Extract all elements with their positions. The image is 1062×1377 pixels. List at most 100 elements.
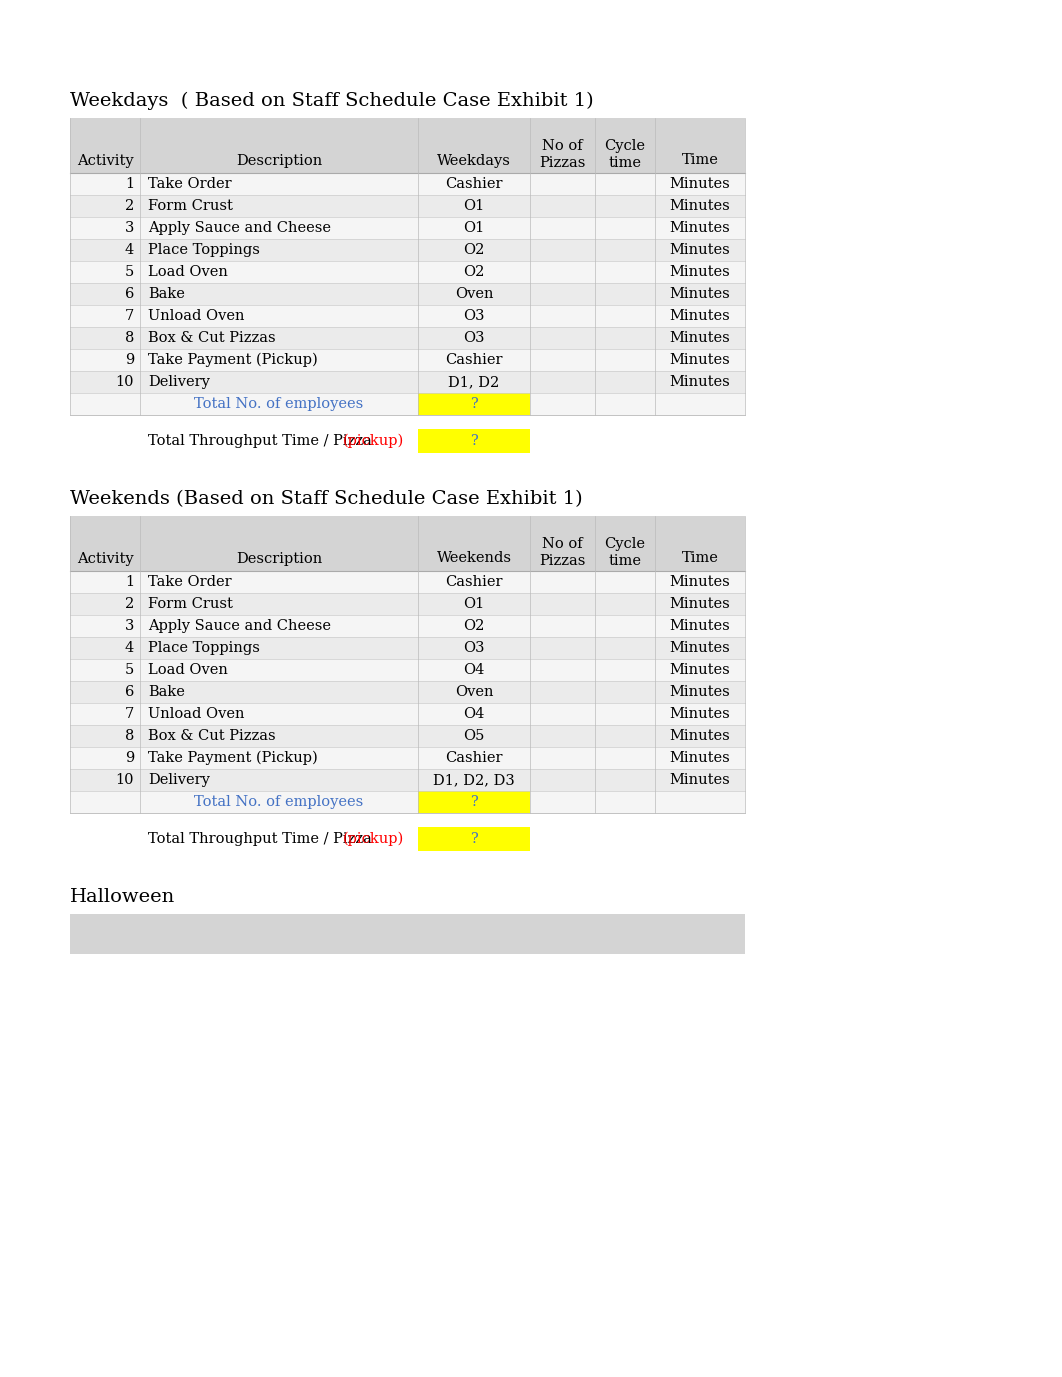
Text: O4: O4	[463, 662, 484, 677]
Text: Total No. of employees: Total No. of employees	[194, 397, 363, 410]
Text: Cashier: Cashier	[445, 750, 502, 766]
Text: Minutes: Minutes	[670, 620, 731, 633]
FancyBboxPatch shape	[70, 118, 746, 414]
Text: Time: Time	[682, 153, 718, 168]
Text: Weekdays  ( Based on Staff Schedule Case Exhibit 1): Weekdays ( Based on Staff Schedule Case …	[70, 92, 594, 110]
Text: Cycle
time: Cycle time	[604, 537, 646, 567]
Text: Minutes: Minutes	[670, 308, 731, 324]
Text: Box & Cut Pizzas: Box & Cut Pizzas	[148, 330, 276, 346]
Text: 10: 10	[116, 772, 134, 788]
FancyBboxPatch shape	[70, 593, 746, 616]
FancyBboxPatch shape	[70, 638, 746, 660]
Text: ?: ?	[470, 434, 478, 448]
Text: Form Crust: Form Crust	[148, 598, 233, 611]
Text: Minutes: Minutes	[670, 178, 731, 191]
Text: Weekends: Weekends	[436, 552, 512, 566]
Text: Minutes: Minutes	[670, 353, 731, 368]
Text: O3: O3	[463, 642, 484, 655]
FancyBboxPatch shape	[70, 790, 746, 812]
Text: 4: 4	[124, 242, 134, 257]
Text: Minutes: Minutes	[670, 576, 731, 589]
Text: Description: Description	[236, 552, 322, 566]
Text: Load Oven: Load Oven	[148, 662, 228, 677]
FancyBboxPatch shape	[418, 392, 530, 414]
Text: Minutes: Minutes	[670, 220, 731, 235]
Text: Box & Cut Pizzas: Box & Cut Pizzas	[148, 728, 276, 744]
Text: Bake: Bake	[148, 286, 185, 302]
Text: Minutes: Minutes	[670, 642, 731, 655]
Text: Minutes: Minutes	[670, 242, 731, 257]
Text: Minutes: Minutes	[670, 200, 731, 213]
Text: 6: 6	[124, 684, 134, 700]
Text: Oven: Oven	[455, 684, 493, 700]
Text: Minutes: Minutes	[670, 264, 731, 280]
Text: Minutes: Minutes	[670, 750, 731, 766]
Text: Minutes: Minutes	[670, 684, 731, 700]
FancyBboxPatch shape	[418, 828, 530, 851]
Text: 8: 8	[124, 330, 134, 346]
Text: Minutes: Minutes	[670, 728, 731, 744]
Text: Minutes: Minutes	[670, 598, 731, 611]
Text: Minutes: Minutes	[670, 772, 731, 788]
Text: Bake: Bake	[148, 684, 185, 700]
Text: 7: 7	[124, 706, 134, 722]
Text: Minutes: Minutes	[670, 375, 731, 388]
Text: Load Oven: Load Oven	[148, 264, 228, 280]
Text: Cashier: Cashier	[445, 178, 502, 191]
Text: 8: 8	[124, 728, 134, 744]
Text: Oven: Oven	[455, 286, 493, 302]
Text: Take Order: Take Order	[148, 576, 232, 589]
Text: Time: Time	[682, 552, 718, 566]
FancyBboxPatch shape	[70, 516, 746, 812]
FancyBboxPatch shape	[70, 174, 746, 196]
FancyBboxPatch shape	[418, 430, 530, 453]
Text: No of
Pizzas: No of Pizzas	[539, 139, 585, 169]
Text: ?: ?	[470, 795, 478, 810]
FancyBboxPatch shape	[70, 746, 746, 768]
FancyBboxPatch shape	[70, 326, 746, 348]
Text: Unload Oven: Unload Oven	[148, 308, 244, 324]
FancyBboxPatch shape	[70, 284, 746, 304]
Text: Weekends (Based on Staff Schedule Case Exhibit 1): Weekends (Based on Staff Schedule Case E…	[70, 490, 583, 508]
Text: Weekdays: Weekdays	[438, 153, 511, 168]
Text: Take Order: Take Order	[148, 178, 232, 191]
Text: Activity: Activity	[76, 552, 134, 566]
Text: 3: 3	[124, 620, 134, 633]
Text: O4: O4	[463, 706, 484, 722]
Text: ?: ?	[470, 397, 478, 410]
Text: 3: 3	[124, 220, 134, 235]
Text: Activity: Activity	[76, 153, 134, 168]
Text: Halloween: Halloween	[70, 888, 175, 906]
Text: O1: O1	[463, 220, 484, 235]
Text: Delivery: Delivery	[148, 375, 210, 388]
Text: Unload Oven: Unload Oven	[148, 706, 244, 722]
Text: 9: 9	[124, 353, 134, 368]
Text: Minutes: Minutes	[670, 662, 731, 677]
Text: O3: O3	[463, 330, 484, 346]
FancyBboxPatch shape	[70, 392, 746, 414]
Text: D1, D2, D3: D1, D2, D3	[433, 772, 515, 788]
FancyBboxPatch shape	[70, 571, 746, 593]
Text: O3: O3	[463, 308, 484, 324]
Text: O2: O2	[463, 242, 484, 257]
Text: O5: O5	[463, 728, 484, 744]
Text: 6: 6	[124, 286, 134, 302]
Text: Apply Sauce and Cheese: Apply Sauce and Cheese	[148, 620, 331, 633]
Text: Total Throughput Time / Pizza: Total Throughput Time / Pizza	[148, 832, 377, 845]
Text: Cycle
time: Cycle time	[604, 139, 646, 169]
FancyBboxPatch shape	[70, 304, 746, 326]
FancyBboxPatch shape	[70, 726, 746, 746]
FancyBboxPatch shape	[418, 790, 530, 812]
Text: 1: 1	[125, 178, 134, 191]
Text: Take Payment (Pickup): Take Payment (Pickup)	[148, 353, 318, 368]
FancyBboxPatch shape	[70, 704, 746, 726]
Text: 2: 2	[124, 200, 134, 213]
FancyBboxPatch shape	[70, 370, 746, 392]
Text: 5: 5	[124, 662, 134, 677]
Text: Total No. of employees: Total No. of employees	[194, 795, 363, 810]
Text: Form Crust: Form Crust	[148, 200, 233, 213]
Text: Total Throughput Time / Pizza: Total Throughput Time / Pizza	[148, 434, 377, 448]
Text: Apply Sauce and Cheese: Apply Sauce and Cheese	[148, 220, 331, 235]
Text: Place Toppings: Place Toppings	[148, 642, 260, 655]
Text: 2: 2	[124, 598, 134, 611]
